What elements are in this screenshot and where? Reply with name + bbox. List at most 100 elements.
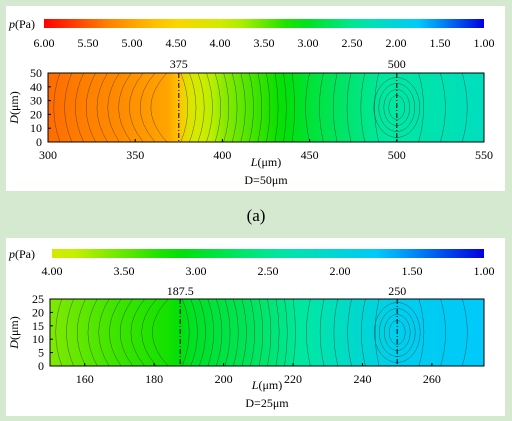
marker-label: 375 [170, 57, 188, 71]
x-tick-label: 500 [388, 148, 406, 162]
contour-line [291, 72, 295, 143]
colorbar-tick-label: 3.50 [114, 264, 135, 278]
contour-line [98, 298, 110, 367]
contour-line [130, 298, 145, 367]
contour-line [150, 72, 168, 143]
contour-line [461, 72, 468, 143]
colorbar-tick-label: 6.00 [34, 36, 55, 50]
contour-line [374, 72, 379, 143]
contour-line [233, 298, 239, 367]
y-axis-label: D(μm) [7, 91, 21, 124]
colorbar-tick-label: 1.00 [474, 36, 495, 50]
contour-line [305, 72, 310, 143]
contour-line [139, 72, 156, 143]
plot-frame [47, 72, 485, 143]
marker-label: 500 [388, 57, 406, 71]
y-tick-label: 40 [30, 80, 42, 94]
contour-line [55, 298, 63, 367]
y-tick-label: 25 [32, 292, 44, 306]
marker-label: 250 [388, 284, 406, 298]
contour-line [284, 298, 288, 367]
contour-line [231, 72, 238, 143]
pressure-field [50, 299, 484, 366]
contour-line [87, 298, 98, 367]
x-tick-label: 400 [213, 148, 231, 162]
colorbar [44, 19, 484, 28]
contour-line [107, 72, 120, 143]
contour-line [418, 298, 425, 367]
y-tick-label: 10 [30, 121, 42, 135]
y-tick-label: 5 [38, 346, 44, 360]
contour-line [440, 298, 446, 367]
colorbar-tick-label: 3.00 [298, 36, 319, 50]
colorbar-tick-label: 2.50 [342, 36, 363, 50]
contour-line [180, 72, 188, 143]
contour-line [319, 298, 325, 367]
contour-line [189, 72, 197, 143]
y-tick-label: 20 [30, 107, 42, 121]
contour-line [249, 72, 254, 143]
contour-line [333, 298, 339, 367]
contour-line [199, 298, 206, 367]
x-tick-label: 160 [76, 372, 94, 386]
x-tick-label: 180 [145, 372, 163, 386]
contour-line [77, 298, 86, 367]
contour-line [418, 72, 424, 143]
contour-line [267, 298, 272, 367]
chart-panel-a: p(Pa) 6.00 5.50 5.00 4.50 4.00 3.50 3.00 2.50 2.0… [6, 6, 505, 191]
colorbar [52, 249, 484, 258]
contour-line [75, 72, 84, 143]
contour-line [190, 298, 198, 367]
contour-line [216, 298, 223, 367]
contour-line [223, 72, 230, 143]
colorbar-tick-label: 2.50 [258, 264, 279, 278]
contour-line [241, 298, 247, 367]
colorbar-label: p(Pa) [8, 247, 35, 261]
contour-line [53, 72, 61, 143]
y-tick-label: 10 [32, 332, 44, 346]
contour-line [440, 72, 446, 143]
contour-line [360, 72, 366, 143]
y-tick-label: 50 [30, 66, 42, 80]
plot-frame [49, 298, 485, 367]
chart-panel-b: p(Pa) 4.00 3.50 3.00 2.50 2.00 1.50 1.00 187.5 25… [6, 238, 505, 416]
contour-line [240, 72, 246, 143]
contour-line [462, 298, 468, 367]
contour-line [109, 298, 122, 367]
x-tick-label: 200 [215, 372, 233, 386]
contour-line [283, 72, 287, 143]
contour-line [118, 72, 132, 143]
x-tick-label: 550 [475, 148, 493, 162]
contour-line [64, 72, 73, 143]
contour-line [197, 72, 205, 143]
colorbar-tick-label: 3.50 [254, 36, 275, 50]
contour-line [333, 72, 338, 143]
contour-line [141, 298, 157, 367]
contour-line [306, 298, 311, 367]
x-tick-label: 350 [126, 148, 144, 162]
contour-line [214, 72, 221, 143]
pressure-contour-chart-b: p(Pa) 4.00 3.50 3.00 2.50 2.00 1.50 1.00 187.5 25… [7, 247, 495, 410]
y-tick-label: 20 [32, 305, 44, 319]
chart-subtitle: D=25μm [245, 396, 289, 410]
pressure-contour-chart-a: p(Pa) 6.00 5.50 5.00 4.50 4.00 3.50 3.00 2.50 2.0… [7, 17, 495, 187]
x-axis-label: L(μm) [250, 155, 281, 169]
x-tick-label: 240 [353, 372, 371, 386]
colorbar-tick-label: 2.00 [386, 36, 407, 50]
contour-line [206, 72, 213, 143]
colorbar-tick-label: 4.00 [42, 264, 63, 278]
contour-line [275, 298, 280, 367]
x-tick-label: 300 [39, 148, 57, 162]
contour-line [361, 298, 366, 367]
colorbar-tick-label: 2.00 [330, 264, 351, 278]
contour-line [86, 72, 96, 143]
contour-line [274, 72, 279, 143]
y-axis-label: D(μm) [7, 316, 21, 349]
colorbar-tick-label: 1.50 [430, 36, 451, 50]
contour-line [129, 72, 144, 143]
x-tick-label: 260 [423, 372, 441, 386]
contour-line [319, 72, 324, 143]
colorbar-tick-label: 5.00 [122, 36, 143, 50]
colorbar-tick-label: 1.50 [402, 264, 423, 278]
contour-line [374, 298, 380, 367]
